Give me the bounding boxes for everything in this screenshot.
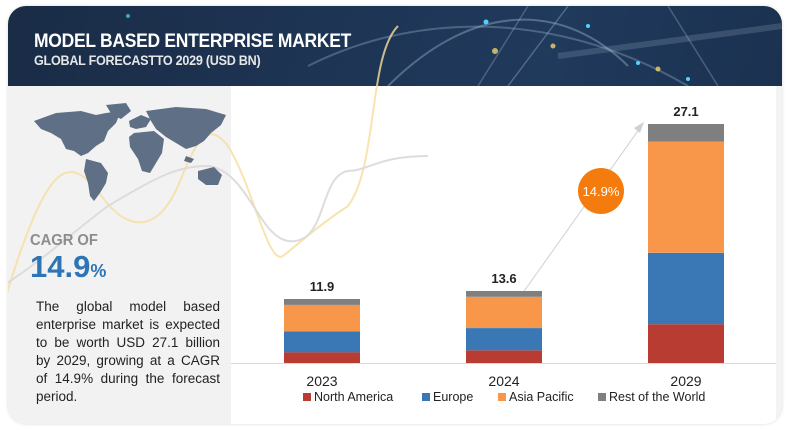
legend-item: Europe <box>422 390 473 404</box>
header-background-lines <box>126 6 782 86</box>
legend-swatch <box>498 393 506 401</box>
growth-arrow-line <box>504 127 641 319</box>
page-title: MODEL BASED ENTERPRISE MARKET <box>34 31 352 52</box>
legend-label: Asia Pacific <box>509 390 574 404</box>
bar-segment-north-america-2023 <box>284 352 360 363</box>
bar-segment-rest-of-the-world-2029 <box>648 124 724 142</box>
market-description: The global model based enterprise market… <box>36 299 220 404</box>
header-banner: MODEL BASED ENTERPRISE MARKET GLOBAL FOR… <box>8 6 782 86</box>
legend-swatch <box>303 393 311 401</box>
legend-label: Europe <box>433 390 474 404</box>
legend-swatch <box>422 393 430 401</box>
world-map-icon <box>34 103 226 201</box>
legend-label: Rest of the World <box>609 390 706 404</box>
bar-segment-north-america-2029 <box>648 324 724 363</box>
bar-segment-asia-pacific-2023 <box>284 304 360 332</box>
bar-segment-asia-pacific-2029 <box>648 141 724 253</box>
cagr-bubble: 14.9% <box>578 168 624 214</box>
cagr-label: CAGR OF <box>30 232 98 249</box>
bar-segment-europe-2024 <box>466 328 542 351</box>
cagr-unit: % <box>90 261 107 281</box>
legend-item: Asia Pacific <box>498 390 574 404</box>
bar-segment-europe-2029 <box>648 252 724 325</box>
bar-segment-rest-of-the-world-2024 <box>466 291 542 297</box>
x-tick-label: 2023 <box>306 373 338 389</box>
page-subtitle: GLOBAL FORECASTTO 2029 (USD BN) <box>34 52 261 68</box>
x-tick-label: 2029 <box>670 373 702 389</box>
x-tick-label: 2024 <box>488 373 520 389</box>
legend-item: Rest of the World <box>598 390 705 404</box>
bar-segment-europe-2023 <box>284 331 360 353</box>
legend-label: North America <box>314 390 394 404</box>
bar-segment-rest-of-the-world-2023 <box>284 299 360 305</box>
bar-segment-north-america-2024 <box>466 350 542 363</box>
legend-swatch <box>598 393 606 401</box>
growth-arrow-head <box>634 122 644 133</box>
bar-segment-asia-pacific-2024 <box>466 296 542 328</box>
legend-item: North America <box>303 390 393 404</box>
bar-total-label: 27.1 <box>673 104 699 119</box>
bar-total-label: 11.9 <box>309 279 335 294</box>
cagr-number: 14.9 <box>30 249 91 284</box>
bar-total-label: 13.6 <box>491 271 517 286</box>
cagr-value: 14.9% <box>30 249 106 285</box>
